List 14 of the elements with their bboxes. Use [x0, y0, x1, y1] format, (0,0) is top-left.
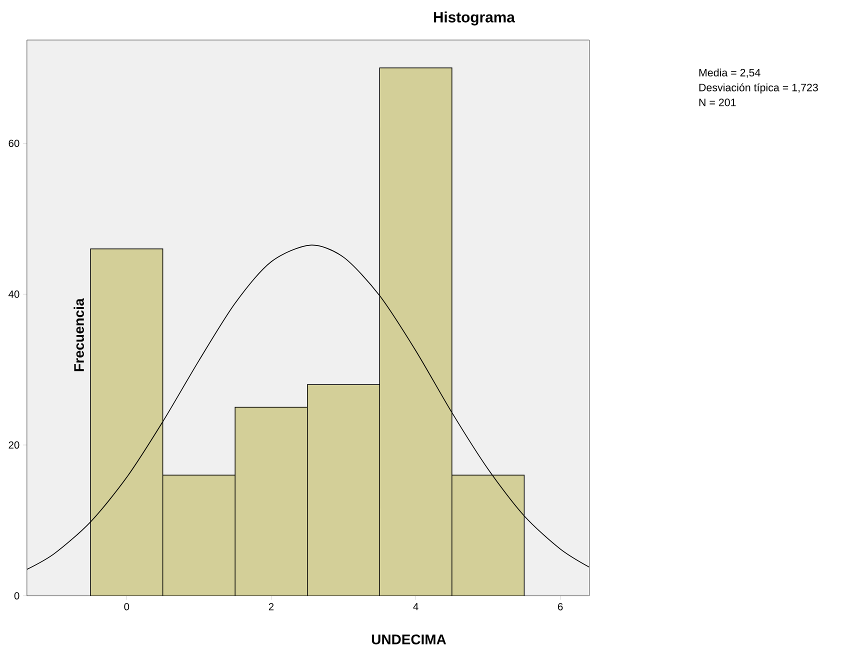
x-tick-label: 2	[268, 602, 274, 610]
y-tick-label: 60	[8, 140, 20, 147]
text: N = 201	[699, 98, 736, 106]
y-axis-title: Frecuencia	[74, 298, 84, 371]
text: Desviación típica = 1,723	[699, 83, 818, 94]
x-axis-title: UNDECIMA	[372, 634, 446, 644]
y-tick-label: 20	[8, 441, 20, 448]
y-tick-label: 0	[14, 592, 20, 600]
x-tick-label: 4	[413, 602, 418, 610]
chart-title: Histograma	[434, 11, 515, 26]
x-tick-label: 0	[124, 602, 130, 610]
text: Media = 2,54	[699, 68, 760, 78]
x-tick-label: 6	[558, 602, 563, 610]
y-tick-label: 40	[8, 290, 20, 298]
